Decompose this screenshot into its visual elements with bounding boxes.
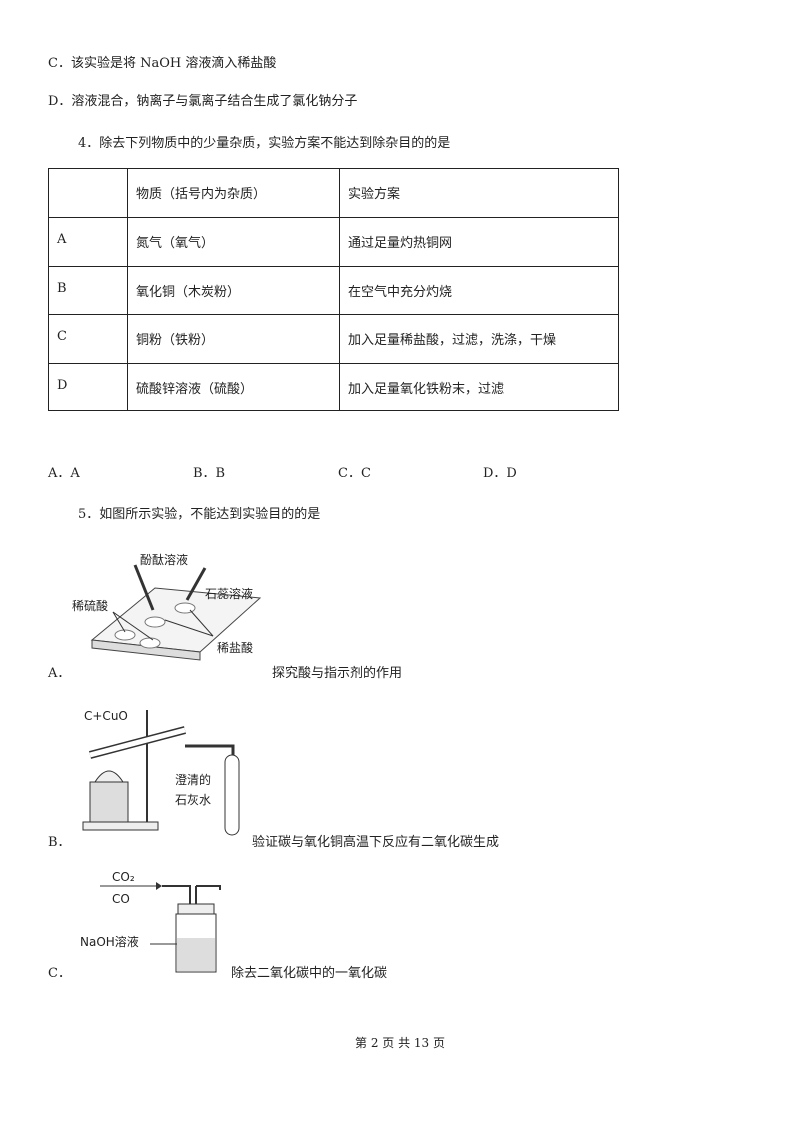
option: A．A xyxy=(48,466,80,481)
option: C．C xyxy=(338,466,371,481)
caption: 探究酸与指示剂的作用 xyxy=(272,666,403,681)
question-stem: 4．除去下列物质中的少量杂质，实验方案不能达到除杂目的的是 xyxy=(78,136,451,151)
cell: 在空气中充分灼烧 xyxy=(339,266,619,315)
footer: 第 2 页 共 13 页 xyxy=(355,1036,445,1050)
option-label: B． xyxy=(48,835,71,850)
figure: C+CuO 澄清的 石灰水 xyxy=(82,709,240,836)
option: B．B xyxy=(193,466,226,481)
figure-label: CO₂ xyxy=(112,870,135,884)
cell: 加入足量氧化铁粉末，过滤 xyxy=(339,363,619,411)
figure-label: 稀硫酸 xyxy=(72,598,108,613)
option-label: C． xyxy=(48,966,71,981)
figure: 酚酞溶液 石蕊溶液 稀硫酸 稀盐酸 xyxy=(72,552,262,661)
table: 物质（括号内为杂质） 实验方案 A 氮气（氧气） 通过足量灼热铜网 B 氧化铜（木炭粉）… xyxy=(48,168,619,411)
figure: CO₂ CO NaOH溶液 xyxy=(80,870,221,973)
cell: 物质（括号内为杂质） xyxy=(127,168,340,218)
cell: 氧化铜（木炭粉） xyxy=(127,266,340,315)
cell: 硫酸锌溶液（硫酸） xyxy=(127,363,340,411)
cell xyxy=(48,168,128,218)
caption: 验证碳与氧化铜高温下反应有二氧化碳生成 xyxy=(252,835,500,850)
figure-label: 稀盐酸 xyxy=(217,640,253,655)
cell: A xyxy=(48,217,128,267)
cell: C xyxy=(48,314,128,364)
question-stem: 5．如图所示实验，不能达到实验目的的是 xyxy=(78,507,321,522)
cell: 氮气（氧气） xyxy=(127,217,340,267)
line: D．溶液混合，钠离子与氯离子结合生成了氯化钠分子 xyxy=(48,94,358,109)
figure-label: CO xyxy=(112,892,130,906)
caption: 除去二氧化碳中的一氧化碳 xyxy=(231,966,388,981)
figure-label: 石蕊溶液 xyxy=(205,586,253,601)
cell: D xyxy=(48,363,128,411)
cell: B xyxy=(48,266,128,315)
option-label: A． xyxy=(48,666,71,681)
line: C．该实验是将 NaOH 溶液滴入稀盐酸 xyxy=(48,56,277,71)
cell: 加入足量稀盐酸，过滤，洗涤，干燥 xyxy=(339,314,619,364)
cell: 铜粉（铁粉） xyxy=(127,314,340,364)
option: D．D xyxy=(483,466,517,481)
figure-label: 石灰水 xyxy=(175,793,211,807)
figure-label: NaOH溶液 xyxy=(80,934,139,949)
figure-label: C+CuO xyxy=(84,709,128,723)
cell: 实验方案 xyxy=(339,168,619,218)
figure-label: 澄清的 xyxy=(175,772,211,787)
figure-label: 酚酞溶液 xyxy=(140,552,188,567)
cell: 通过足量灼热铜网 xyxy=(339,217,619,267)
